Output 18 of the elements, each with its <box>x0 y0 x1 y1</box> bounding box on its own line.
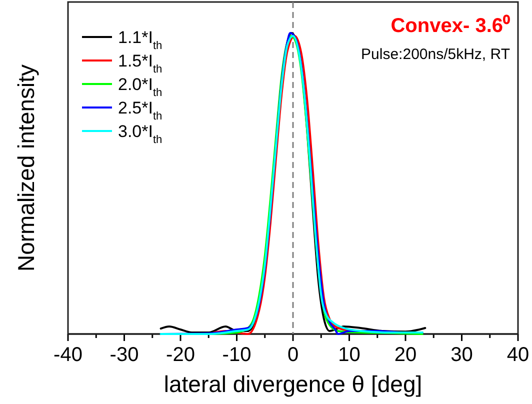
x-tick-label: 0 <box>287 344 299 366</box>
y-axis-title: Normalized intensity <box>13 64 39 272</box>
legend-label: 2.0*I$_{th}$ <box>118 74 162 99</box>
x-axis-title: lateral divergence θ [deg] <box>164 371 422 397</box>
x-tick-label: -10 <box>222 344 252 366</box>
x-tick-label: 10 <box>338 344 360 366</box>
x-tick-label: 20 <box>394 344 417 366</box>
legend-label: 2.5*I$_{th}$ <box>118 98 162 122</box>
legend-label: 3.0*I$_{th}$ <box>118 122 162 146</box>
legend-label: 1.1*I$_{th}$ <box>118 28 162 52</box>
chart-title: Convex- 3.6⁰ <box>390 14 510 37</box>
legend-label: 1.5*I$_{th}$ <box>118 51 162 76</box>
x-tick-label: 40 <box>506 344 530 366</box>
x-tick-label: -30 <box>110 344 139 366</box>
x-tick-label: -40 <box>54 344 82 366</box>
text: Pulse:200ns/5kHz, RT <box>361 46 510 63</box>
x-tick-label: 30 <box>450 344 473 366</box>
x-tick-label: -20 <box>166 344 195 366</box>
